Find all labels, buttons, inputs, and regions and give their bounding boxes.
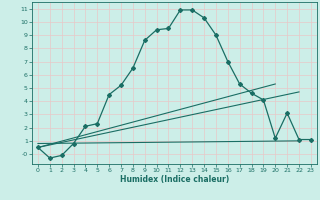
X-axis label: Humidex (Indice chaleur): Humidex (Indice chaleur) [120,175,229,184]
